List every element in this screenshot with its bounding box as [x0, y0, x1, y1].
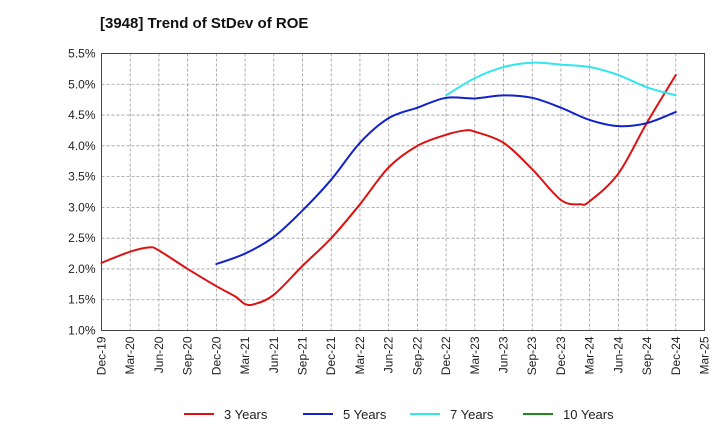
y-tick-label: 3.5%	[68, 170, 96, 184]
x-tick-label: Dec-23	[554, 336, 568, 375]
x-tick-label: Sep-22	[410, 336, 424, 375]
grid-layer	[101, 53, 705, 331]
x-tick-label: Jun-22	[382, 336, 396, 373]
x-axis-ticks: Dec-19 Mar-20 Jun-20 Sep-20 Dec-20 Mar-21 Jun-…	[95, 336, 712, 375]
x-tick-label: Dec-20	[209, 336, 223, 375]
x-tick-label: Jun-23	[497, 336, 511, 373]
x-tick-label: Mar-21	[238, 336, 252, 374]
x-tick-label: Mar-25	[698, 336, 712, 374]
series-line-3-years	[100, 74, 677, 307]
series-layer	[100, 61, 677, 307]
legend-label-7-years: 7 Years	[450, 407, 494, 422]
y-tick-label: 1.0%	[68, 324, 96, 338]
x-tick-label: Mar-23	[468, 336, 482, 374]
y-tick-label: 4.5%	[68, 108, 96, 122]
x-tick-label: Dec-22	[439, 336, 453, 375]
x-tick-label: Jun-20	[152, 336, 166, 373]
y-tick-label: 5.0%	[68, 77, 96, 91]
plot-frame	[101, 53, 705, 331]
x-tick-label: Sep-20	[181, 336, 195, 375]
x-tick-label: Dec-24	[669, 336, 683, 375]
y-tick-label: 2.0%	[68, 262, 96, 276]
x-tick-label: Jun-21	[267, 336, 281, 373]
x-tick-label: Dec-19	[95, 336, 109, 375]
x-tick-label: Sep-23	[525, 336, 539, 375]
legend-label-3-years: 3 Years	[224, 407, 268, 422]
x-tick-label: Dec-21	[324, 336, 338, 375]
legend-label-5-years: 5 Years	[343, 407, 387, 422]
chart-title: [3948] Trend of StDev of ROE	[100, 15, 308, 32]
series-line-7-years	[445, 61, 677, 97]
legend: 3 Years 5 Years 7 Years 10 Years	[184, 407, 614, 422]
x-tick-label: Mar-20	[123, 336, 137, 374]
y-tick-label: 1.5%	[68, 293, 96, 307]
x-tick-label: Sep-21	[296, 336, 310, 375]
y-tick-label: 2.5%	[68, 231, 96, 245]
series-line-5-years	[215, 94, 677, 266]
legend-label-10-years: 10 Years	[563, 407, 614, 422]
x-tick-label: Jun-24	[611, 336, 625, 373]
y-tick-label: 4.0%	[68, 139, 96, 153]
y-tick-label: 3.0%	[68, 200, 96, 214]
x-tick-label: Mar-22	[353, 336, 367, 374]
y-tick-label: 5.5%	[68, 47, 96, 61]
x-tick-label: Mar-24	[583, 336, 597, 374]
y-axis-ticks: 1.0% 1.5% 2.0% 2.5% 3.0% 3.5% 4.0% 4.5% 5.0% 5.5%	[68, 47, 96, 338]
x-tick-label: Sep-24	[640, 336, 654, 375]
